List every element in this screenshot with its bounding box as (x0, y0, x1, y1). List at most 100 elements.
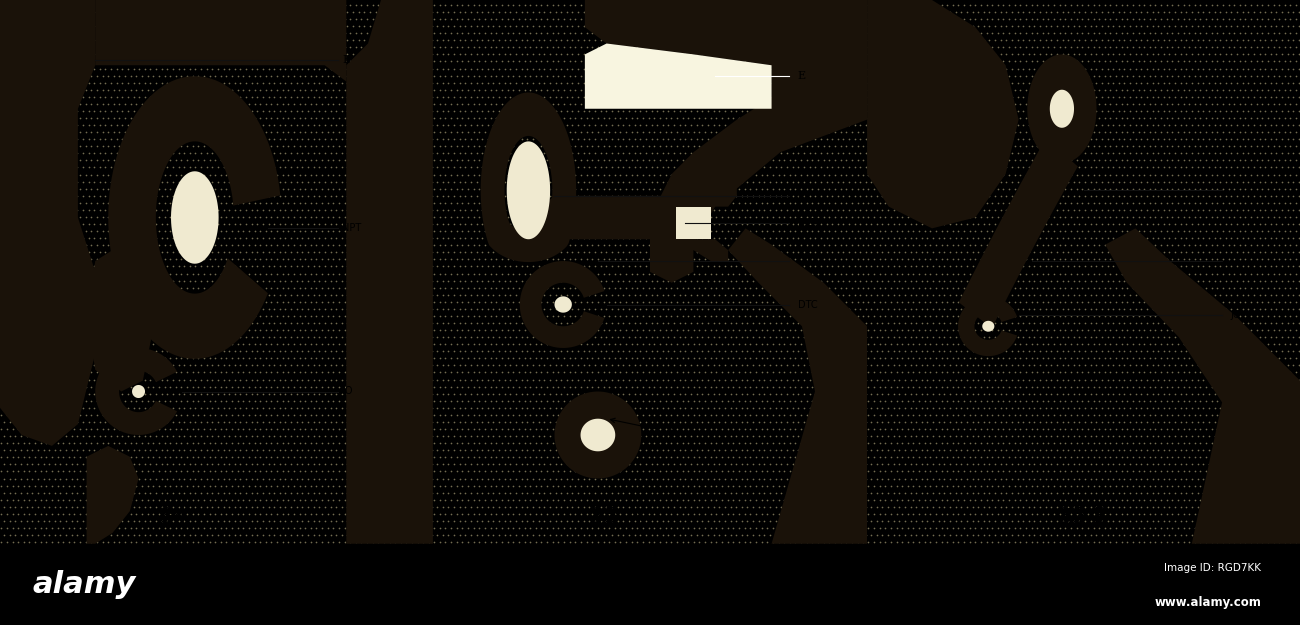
Point (252, 21, 273, 31)
Point (70, 212, 91, 222)
Point (458, 269, 478, 279)
Point (822, 318, 842, 328)
Point (205, 113, 226, 123)
Point (800, 120, 820, 130)
Point (800, 459, 820, 469)
Point (537, 254, 558, 264)
Point (289, 184, 309, 194)
Point (833, 530, 854, 540)
Point (411, 530, 432, 540)
Point (872, 374, 893, 384)
Point (0, 361, 14, 371)
Point (853, 141, 874, 151)
Point (1122, 42, 1143, 52)
Point (292, 7, 313, 17)
Point (1190, 212, 1210, 222)
Point (872, 417, 893, 427)
Point (991, 445, 1011, 455)
Point (160, 452, 181, 462)
Point (1008, 177, 1028, 187)
Point (1176, 191, 1197, 201)
Point (1035, 35, 1056, 45)
Point (315, 177, 335, 187)
Point (566, 212, 586, 222)
Point (1206, 198, 1227, 208)
Point (562, 530, 582, 540)
Point (104, 212, 125, 222)
Point (1274, 14, 1295, 24)
Point (377, 417, 398, 427)
Point (64, 424, 84, 434)
Point (306, 495, 326, 505)
Point (419, 523, 439, 533)
Point (480, 71, 500, 81)
Point (320, 318, 341, 328)
Point (612, 21, 633, 31)
Point (27, 276, 48, 286)
Point (411, 402, 432, 412)
Point (70, 339, 91, 349)
Point (70, 156, 91, 166)
Point (497, 339, 517, 349)
Point (672, 0, 693, 10)
Point (1030, 191, 1050, 201)
Point (261, 424, 282, 434)
Point (1078, 495, 1098, 505)
Point (306, 156, 326, 166)
Point (402, 198, 422, 208)
Point (404, 361, 425, 371)
Point (394, 21, 415, 31)
Point (1100, 368, 1121, 378)
Point (1167, 42, 1188, 52)
Point (793, 332, 814, 342)
Point (894, 21, 915, 31)
Point (235, 191, 256, 201)
Point (1018, 445, 1039, 455)
Point (221, 353, 242, 363)
Point (42, 127, 62, 137)
Point (155, 42, 176, 52)
Point (303, 346, 324, 356)
Point (1105, 0, 1126, 10)
Point (757, 226, 777, 236)
Point (1100, 156, 1121, 166)
Point (497, 127, 517, 137)
Point (1199, 290, 1219, 300)
Point (424, 71, 445, 81)
Point (306, 311, 326, 321)
Point (827, 304, 848, 314)
Point (763, 198, 784, 208)
Point (863, 226, 884, 236)
Point (506, 233, 526, 243)
Point (1100, 14, 1121, 24)
Point (701, 56, 722, 66)
Point (1221, 402, 1241, 412)
Point (211, 311, 231, 321)
Point (396, 71, 417, 81)
Point (484, 332, 504, 342)
Point (771, 49, 792, 59)
Point (641, 21, 662, 31)
Point (933, 374, 954, 384)
Point (1254, 502, 1275, 512)
Point (636, 502, 656, 512)
Point (467, 134, 488, 144)
Point (616, 113, 637, 123)
Point (104, 368, 125, 378)
Point (745, 212, 766, 222)
Point (571, 396, 592, 406)
Point (1030, 78, 1050, 88)
Point (134, 304, 155, 314)
Point (1196, 198, 1217, 208)
Point (337, 530, 358, 540)
Point (728, 169, 749, 179)
Point (590, 177, 611, 187)
Point (658, 233, 679, 243)
Point (396, 99, 417, 109)
Point (146, 78, 166, 88)
Point (1105, 382, 1126, 392)
Point (168, 276, 188, 286)
Point (866, 488, 887, 498)
Point (602, 177, 623, 187)
Point (610, 28, 630, 38)
